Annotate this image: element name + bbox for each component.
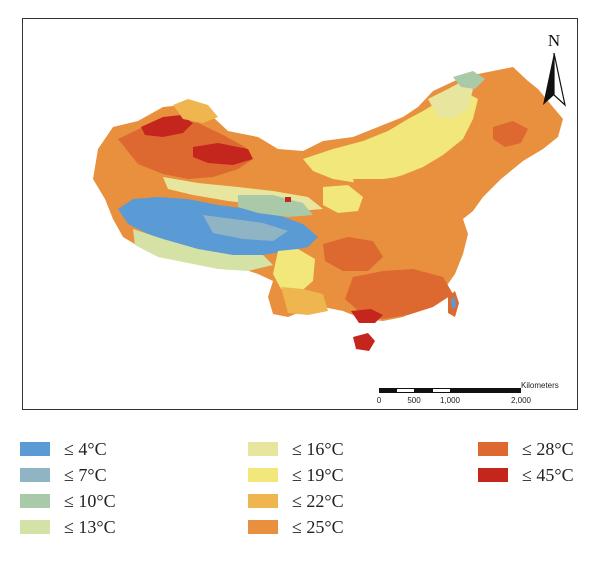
legend-item: ≤ 10°C (20, 490, 116, 512)
region-north-china (353, 175, 463, 224)
region-loess (323, 185, 363, 213)
scale-bar-graphic (379, 388, 521, 393)
region-inner-mongolia (303, 91, 478, 183)
region-xinjiang-hottest (141, 115, 193, 137)
region-greater-khingan-north (453, 71, 485, 89)
north-arrow: N (543, 31, 573, 111)
legend-swatch (248, 468, 278, 482)
legend-label: ≤ 7°C (64, 464, 107, 485)
region-tibet-cool-1 (203, 215, 288, 241)
region-hotspot (285, 197, 291, 202)
scale-tick: 2,000 (510, 396, 532, 405)
region-daxinganling (428, 81, 473, 119)
legend-swatch (248, 494, 278, 508)
legend-item: ≤ 25°C (248, 516, 344, 538)
scale-tick: 0 (376, 396, 382, 405)
region-qinghai (238, 195, 313, 217)
legend-label: ≤ 22°C (292, 490, 344, 511)
region-guangdong-hot (351, 309, 383, 323)
legend-label: ≤ 28°C (522, 438, 574, 459)
legend-swatch (20, 520, 50, 534)
region-taiwan-mountain (451, 297, 456, 309)
legend-swatch (20, 494, 50, 508)
region-hainan (353, 333, 375, 351)
legend-swatch (248, 520, 278, 534)
legend-item: ≤ 13°C (20, 516, 116, 538)
legend-label: ≤ 25°C (292, 516, 344, 537)
region-south-china (345, 269, 453, 319)
legend-label: ≤ 4°C (64, 438, 107, 459)
legend-label: ≤ 45°C (522, 464, 574, 485)
legend-item: ≤ 45°C (478, 464, 574, 486)
legend-item: ≤ 28°C (478, 438, 574, 460)
scale-tick: 500 (407, 396, 421, 405)
region-hengduan (273, 249, 315, 294)
legend-item: ≤ 22°C (248, 490, 344, 512)
region-changbai (493, 121, 528, 147)
map-frame: N Kilometers 0 500 1,000 2,000 (22, 18, 578, 410)
temperature-map (93, 67, 563, 351)
north-label: N (547, 31, 561, 50)
legend-label: ≤ 19°C (292, 464, 344, 485)
region-altai-cool (173, 99, 218, 123)
north-arrow-icon (543, 53, 566, 107)
scale-tick: 1,000 (439, 396, 461, 405)
region-turpan-hottest (193, 143, 253, 165)
region-sichuan-basin (323, 237, 383, 271)
region-tibet-south (133, 229, 273, 271)
scale-bar: Kilometers 0 500 1,000 2,000 (377, 381, 567, 405)
scale-unit: Kilometers (521, 381, 559, 390)
legend-item: ≤ 19°C (248, 464, 344, 486)
legend-label: ≤ 10°C (64, 490, 116, 511)
legend: ≤ 4°C ≤ 7°C ≤ 10°C ≤ 13°C ≤ 16°C ≤ 19°C … (0, 430, 600, 560)
legend-swatch (20, 442, 50, 456)
legend-item: ≤ 7°C (20, 464, 107, 486)
legend-label: ≤ 16°C (292, 438, 344, 459)
legend-swatch (478, 468, 508, 482)
region-yunnan (281, 287, 328, 315)
legend-item: ≤ 16°C (248, 438, 344, 460)
legend-item: ≤ 4°C (20, 438, 107, 460)
legend-swatch (478, 442, 508, 456)
legend-swatch (20, 468, 50, 482)
legend-swatch (248, 442, 278, 456)
legend-label: ≤ 13°C (64, 516, 116, 537)
